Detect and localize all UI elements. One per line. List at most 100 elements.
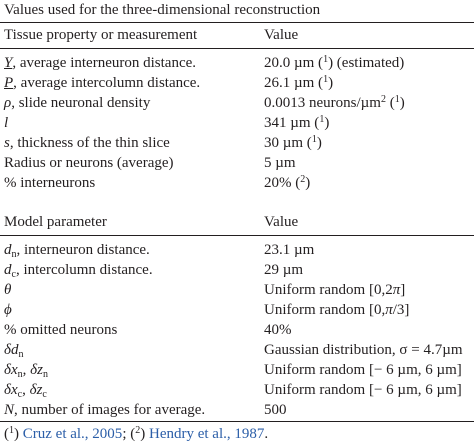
footnote-ref-number: 2	[135, 425, 141, 436]
table1-header-rule	[0, 48, 474, 49]
footnote-text: .	[264, 426, 269, 442]
footnote-text: )	[140, 426, 149, 442]
symbol: ϕ	[4, 302, 12, 318]
table1-header-row: Tissue property or measurement Value	[0, 25, 474, 45]
row-value: Uniform random [0,	[264, 302, 386, 318]
table-row: θ Uniform random [0,2π]	[0, 280, 474, 300]
symbol-subscript: n	[18, 349, 24, 360]
row-value-suffix: )	[305, 175, 311, 191]
symbol-subscript: c	[42, 389, 47, 400]
symbol-subscript: n	[42, 369, 48, 380]
row-value: 500	[264, 402, 287, 418]
row-value: 40%	[264, 322, 292, 338]
table-row: dn, interneuron distance. 23.1 µm	[0, 240, 474, 260]
row-value-suffix: )	[328, 75, 334, 91]
row-value-suffix: /3]	[392, 302, 410, 318]
unit-exponent: 2	[380, 94, 386, 105]
row-value: 0.0013 neurons/µm	[264, 95, 381, 111]
table-row: % interneurons 20% (2)	[0, 173, 474, 193]
symbol-subscript: n	[17, 369, 23, 380]
row-description: , average intercolumn distance.	[13, 75, 201, 91]
citation-link-hendry[interactable]: Hendry et al., 1987	[148, 426, 265, 442]
table2-header-col1: Model parameter	[4, 214, 107, 230]
top-rule	[0, 22, 474, 23]
citation-ref: 1	[319, 114, 325, 125]
symbol-subscript: c	[17, 389, 23, 400]
row-value: 20% (	[264, 175, 301, 191]
symbol: δx	[4, 382, 18, 398]
pi-symbol: π	[392, 282, 401, 298]
citation-ref: 1	[311, 134, 317, 145]
row-description: , slide neuronal density	[11, 95, 151, 111]
row-value-suffix: )	[316, 135, 322, 151]
footnote-text: (	[4, 426, 9, 442]
symbol: P	[4, 75, 14, 91]
symbol-subscript: c	[11, 269, 16, 280]
table1-header-col2: Value	[264, 27, 299, 43]
table-row: l 341 µm (1)	[0, 113, 474, 133]
table-row: s, thickness of the thin slice 30 µm (1)	[0, 133, 474, 153]
table-row: N, number of images for average. 500	[0, 400, 474, 420]
row-value-suffix: )	[399, 95, 405, 111]
row-description: , number of images for average.	[14, 402, 206, 418]
symbol: d	[4, 262, 12, 278]
row-value: 23.1 µm	[264, 242, 315, 258]
row-value-suffix: )	[324, 115, 330, 131]
table-row: ϕ Uniform random [0,π/3]	[0, 300, 474, 320]
row-value: 5 µm	[264, 155, 296, 171]
footnote-ref-number: 1	[9, 425, 14, 436]
bottom-rule	[0, 421, 474, 422]
table2-header-row: Model parameter Value	[0, 212, 474, 232]
table2-header-col2: Value	[264, 214, 299, 230]
table-row: % omitted neurons 40%	[0, 320, 474, 340]
row-description: , average interneuron distance.	[12, 55, 197, 71]
symbol: δd	[4, 342, 19, 358]
symbol: l	[4, 115, 9, 131]
row-value-mid: (	[385, 95, 395, 111]
table2-header-rule	[0, 235, 474, 236]
row-value: Uniform random [− 6 µm, 6 µm]	[264, 362, 462, 378]
row-value-suffix: ]	[400, 282, 406, 298]
citation-link-cruz[interactable]: Cruz et al., 2005	[22, 426, 123, 442]
row-description: , intercolumn distance.	[15, 262, 153, 278]
row-description: Radius or neurons (average)	[4, 155, 174, 171]
symbol: Y	[4, 55, 13, 71]
row-value: 20.0 µm (	[264, 55, 324, 71]
table-row: ρ, slide neuronal density 0.0013 neurons…	[0, 93, 474, 113]
table-row: dc, intercolumn distance. 29 µm	[0, 260, 474, 280]
footnote-text: ; (	[122, 426, 136, 442]
row-value: 341 µm (	[264, 115, 320, 131]
symbol: δz	[29, 382, 43, 398]
table1-header-col1: Tissue property or measurement	[4, 27, 198, 43]
symbol: θ	[4, 282, 12, 298]
table-row: Y, average interneuron distance. 20.0 µm…	[0, 53, 474, 73]
table-row: P, average intercolumn distance. 26.1 µm…	[0, 73, 474, 93]
row-value: 30 µm (	[264, 135, 312, 151]
table-footnote: (1) Cruz et al., 2005; (2) Hendry et al.…	[4, 424, 268, 444]
row-value: 29 µm	[264, 262, 304, 278]
row-description: , thickness of the thin slice	[9, 135, 170, 151]
table-row: δxc, δzc Uniform random [− 6 µm, 6 µm]	[0, 380, 474, 400]
row-value: 26.1 µm (	[264, 75, 324, 91]
row-description: % interneurons	[4, 175, 96, 191]
footnote-text: )	[14, 426, 23, 442]
symbol: δz	[30, 362, 43, 378]
row-description: % omitted neurons	[4, 322, 118, 338]
table-row: δdn Gaussian distribution, σ = 4.7µm	[0, 340, 474, 360]
row-value: Uniform random [0,2	[264, 282, 393, 298]
symbol: δx	[4, 362, 18, 378]
citation-ref: 1	[323, 54, 329, 65]
table-row: δxn, δzn Uniform random [− 6 µm, 6 µm]	[0, 360, 474, 380]
table-caption: Values used for the three-dimensional re…	[4, 2, 321, 18]
pi-symbol: π	[385, 302, 393, 318]
symbol: ρ	[4, 95, 12, 111]
row-description: , interneuron distance.	[16, 242, 150, 258]
symbol: N	[4, 402, 15, 418]
row-value: Uniform random [− 6 µm, 6 µm]	[264, 382, 462, 398]
citation-ref: 1	[323, 74, 329, 85]
symbol: d	[4, 242, 12, 258]
citation-ref: 2	[300, 174, 306, 185]
symbol-separator: ,	[22, 382, 30, 398]
row-value: Gaussian distribution, σ = 4.7µm	[264, 342, 463, 358]
